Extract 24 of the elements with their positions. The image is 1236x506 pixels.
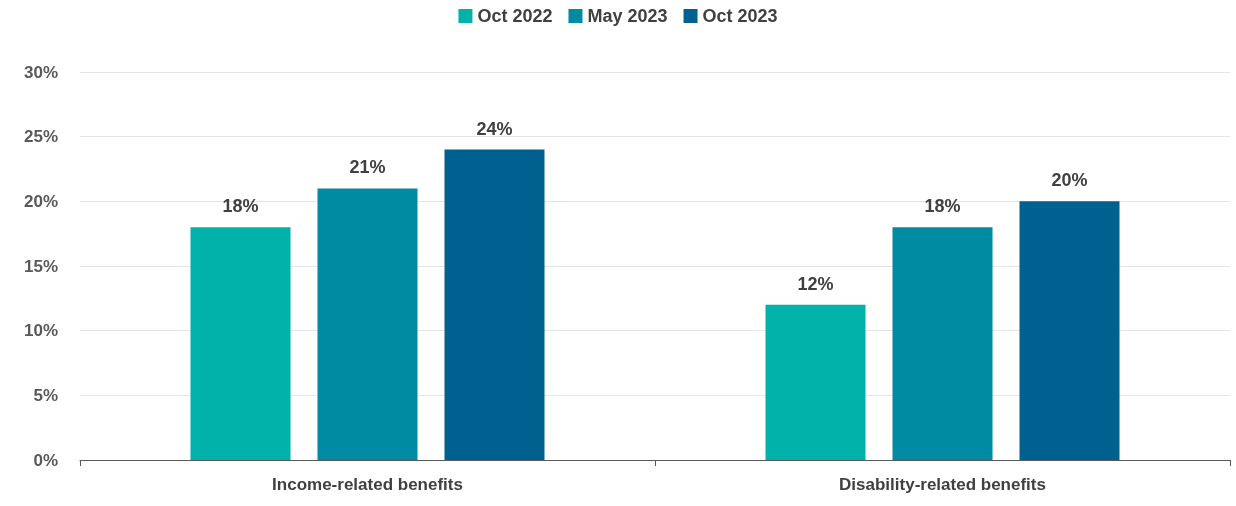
y-tick-label: 20% — [23, 191, 58, 211]
bar — [444, 149, 545, 460]
data-label: 20% — [1051, 170, 1088, 191]
data-label: 12% — [797, 273, 834, 294]
legend-label: May 2023 — [587, 6, 668, 26]
bar — [1019, 201, 1120, 460]
y-tick-label: 30% — [23, 62, 58, 82]
y-tick-label: 15% — [23, 256, 58, 276]
y-tick-label: 5% — [33, 385, 58, 405]
y-tick-label: 0% — [33, 450, 58, 470]
y-tick-label: 10% — [23, 321, 58, 341]
legend-label: Oct 2022 — [477, 6, 553, 26]
x-tick-label: Income-related benefits — [272, 475, 463, 494]
bar — [317, 188, 418, 460]
bar — [190, 227, 291, 460]
data-label: 18% — [222, 196, 259, 217]
data-label: 21% — [349, 157, 386, 178]
data-label: 24% — [476, 118, 513, 139]
bar — [892, 227, 993, 460]
x-tick-label: Disability-related benefits — [839, 475, 1046, 494]
y-tick-label: 25% — [23, 127, 58, 147]
data-label: 18% — [924, 196, 961, 217]
bar — [765, 304, 866, 460]
legend-label: Oct 2023 — [702, 6, 778, 26]
